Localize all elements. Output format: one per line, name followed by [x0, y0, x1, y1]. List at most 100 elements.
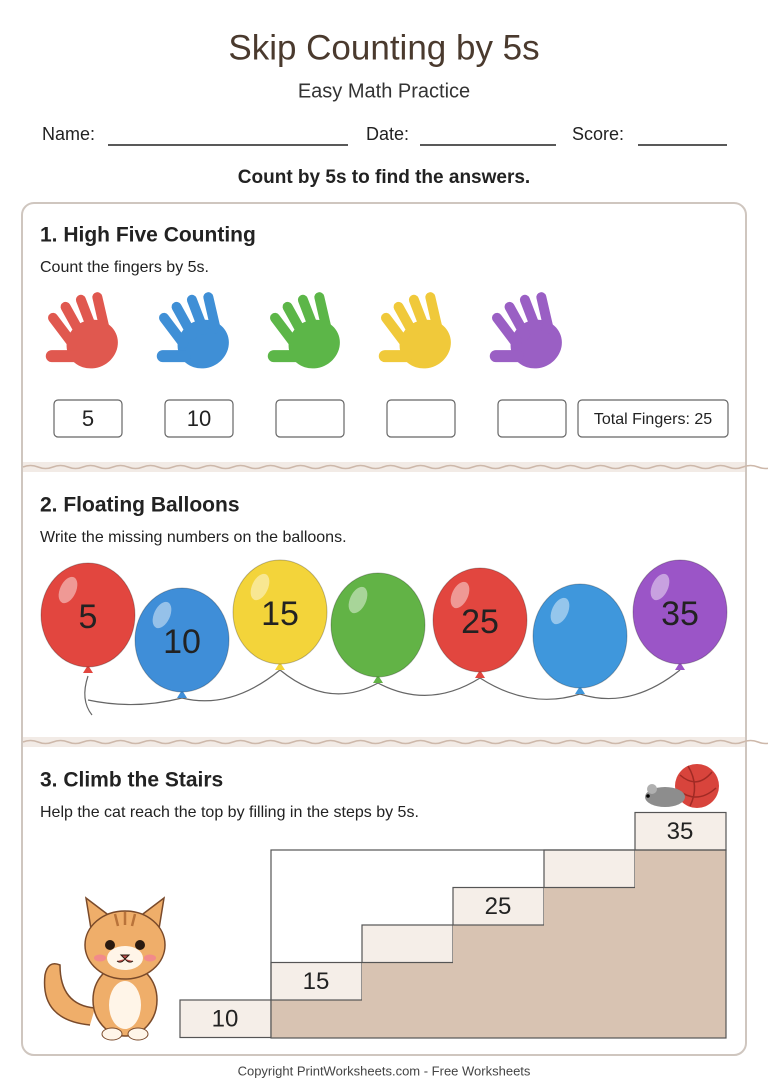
- cat-paw: [101, 1027, 123, 1041]
- balloon: [40, 562, 136, 668]
- answer-box: [497, 399, 567, 438]
- finger: [92, 292, 110, 334]
- stair-fill: [544, 887, 635, 1038]
- finger: [203, 292, 221, 334]
- finger: [270, 312, 300, 349]
- field-label: Score:: [572, 124, 624, 144]
- hand: [267, 292, 340, 369]
- balloon-shine: [550, 597, 570, 625]
- stair-step: [634, 811, 727, 851]
- title: Skip Counting by 5s: [228, 28, 539, 67]
- stair-fill: [271, 999, 362, 1038]
- stair-fill: [362, 962, 453, 1038]
- divider-wave: [22, 464, 768, 470]
- balloon-knot: [177, 690, 187, 698]
- finger: [186, 294, 209, 335]
- finger: [171, 301, 198, 340]
- balloon-number: 10: [163, 623, 201, 661]
- finger: [408, 294, 431, 335]
- thumb: [156, 350, 191, 363]
- answer-box: [275, 399, 345, 438]
- step-number: 15: [303, 968, 330, 995]
- finger: [504, 301, 531, 340]
- balloon-knot: [373, 675, 383, 683]
- balloon: [632, 559, 728, 665]
- balloon-knot: [83, 665, 93, 673]
- stair-outline: [270, 849, 727, 1039]
- thumb: [267, 350, 302, 363]
- section-title: 1. High Five Counting: [40, 224, 256, 247]
- mouse-eye: [646, 794, 650, 798]
- cat-paw: [127, 1027, 149, 1041]
- balloon: [532, 583, 628, 689]
- finger: [492, 312, 522, 349]
- yarn: [675, 764, 719, 808]
- cat-stripes: [113, 912, 137, 927]
- answer-box: [164, 399, 234, 438]
- stair-fill: [453, 924, 544, 1038]
- cat-eye: [105, 940, 115, 950]
- cat-head: [84, 910, 166, 980]
- finger: [393, 301, 420, 340]
- cat-chest: [109, 981, 141, 1029]
- finger: [519, 294, 542, 335]
- balloon-number: 25: [461, 603, 499, 641]
- balloon-knot: [275, 662, 285, 670]
- finger: [536, 292, 554, 334]
- finger: [48, 312, 78, 349]
- finger: [314, 292, 332, 334]
- step-number: 10: [212, 1005, 239, 1032]
- section-title: 3. Climb the Stairs: [40, 769, 223, 792]
- thumb: [489, 350, 524, 363]
- balloon: [134, 587, 230, 693]
- section-prompt: Write the missing numbers on the balloon…: [40, 529, 347, 546]
- answer-box: [386, 399, 456, 438]
- balloon-knot: [475, 670, 485, 678]
- cat-blush: [144, 954, 156, 962]
- answer: 10: [187, 406, 211, 431]
- balloon: [232, 559, 328, 665]
- balloon-shine: [58, 576, 78, 604]
- section-prompt: Count the fingers by 5s.: [40, 259, 209, 276]
- step-number: 35: [667, 818, 694, 845]
- finger: [381, 312, 411, 349]
- balloon-number: 15: [261, 595, 299, 633]
- balloon-shine: [348, 586, 368, 614]
- section-title: 2. Floating Balloons: [40, 494, 240, 517]
- hand: [156, 292, 229, 369]
- subtitle: Easy Math Practice: [298, 80, 470, 102]
- balloon-number: 35: [661, 595, 699, 633]
- balloon-number: 5: [79, 598, 98, 636]
- cat-eye: [135, 940, 145, 950]
- stair-step: [452, 886, 545, 926]
- stair-step: [543, 849, 636, 889]
- total: Total Fingers: 25: [594, 411, 712, 428]
- balloon-knot: [575, 686, 585, 694]
- thumb: [378, 350, 413, 363]
- balloon: [330, 572, 426, 678]
- finger: [60, 301, 87, 340]
- hand: [378, 292, 451, 369]
- balloon-shine: [152, 601, 172, 629]
- balloon-shine: [650, 573, 670, 601]
- cat-blush: [94, 954, 106, 962]
- balloon: [432, 567, 528, 673]
- answer-box: [53, 399, 123, 438]
- answer: 5: [82, 406, 94, 431]
- field-label: Date:: [366, 124, 409, 144]
- hand: [45, 292, 118, 369]
- divider-wave: [22, 739, 768, 745]
- footer: Copyright PrintWorksheets.com - Free Wor…: [238, 1063, 531, 1078]
- finger: [159, 312, 189, 349]
- stair-fill: [635, 849, 726, 1038]
- stair-step: [361, 924, 454, 964]
- balloon-string: [87, 669, 681, 706]
- finger: [282, 301, 309, 340]
- field-label: Name:: [42, 124, 95, 144]
- step-number: 25: [485, 893, 512, 920]
- finger: [297, 294, 320, 335]
- mouse-ear: [647, 784, 657, 794]
- instruction: Count by 5s to find the answers.: [238, 167, 530, 188]
